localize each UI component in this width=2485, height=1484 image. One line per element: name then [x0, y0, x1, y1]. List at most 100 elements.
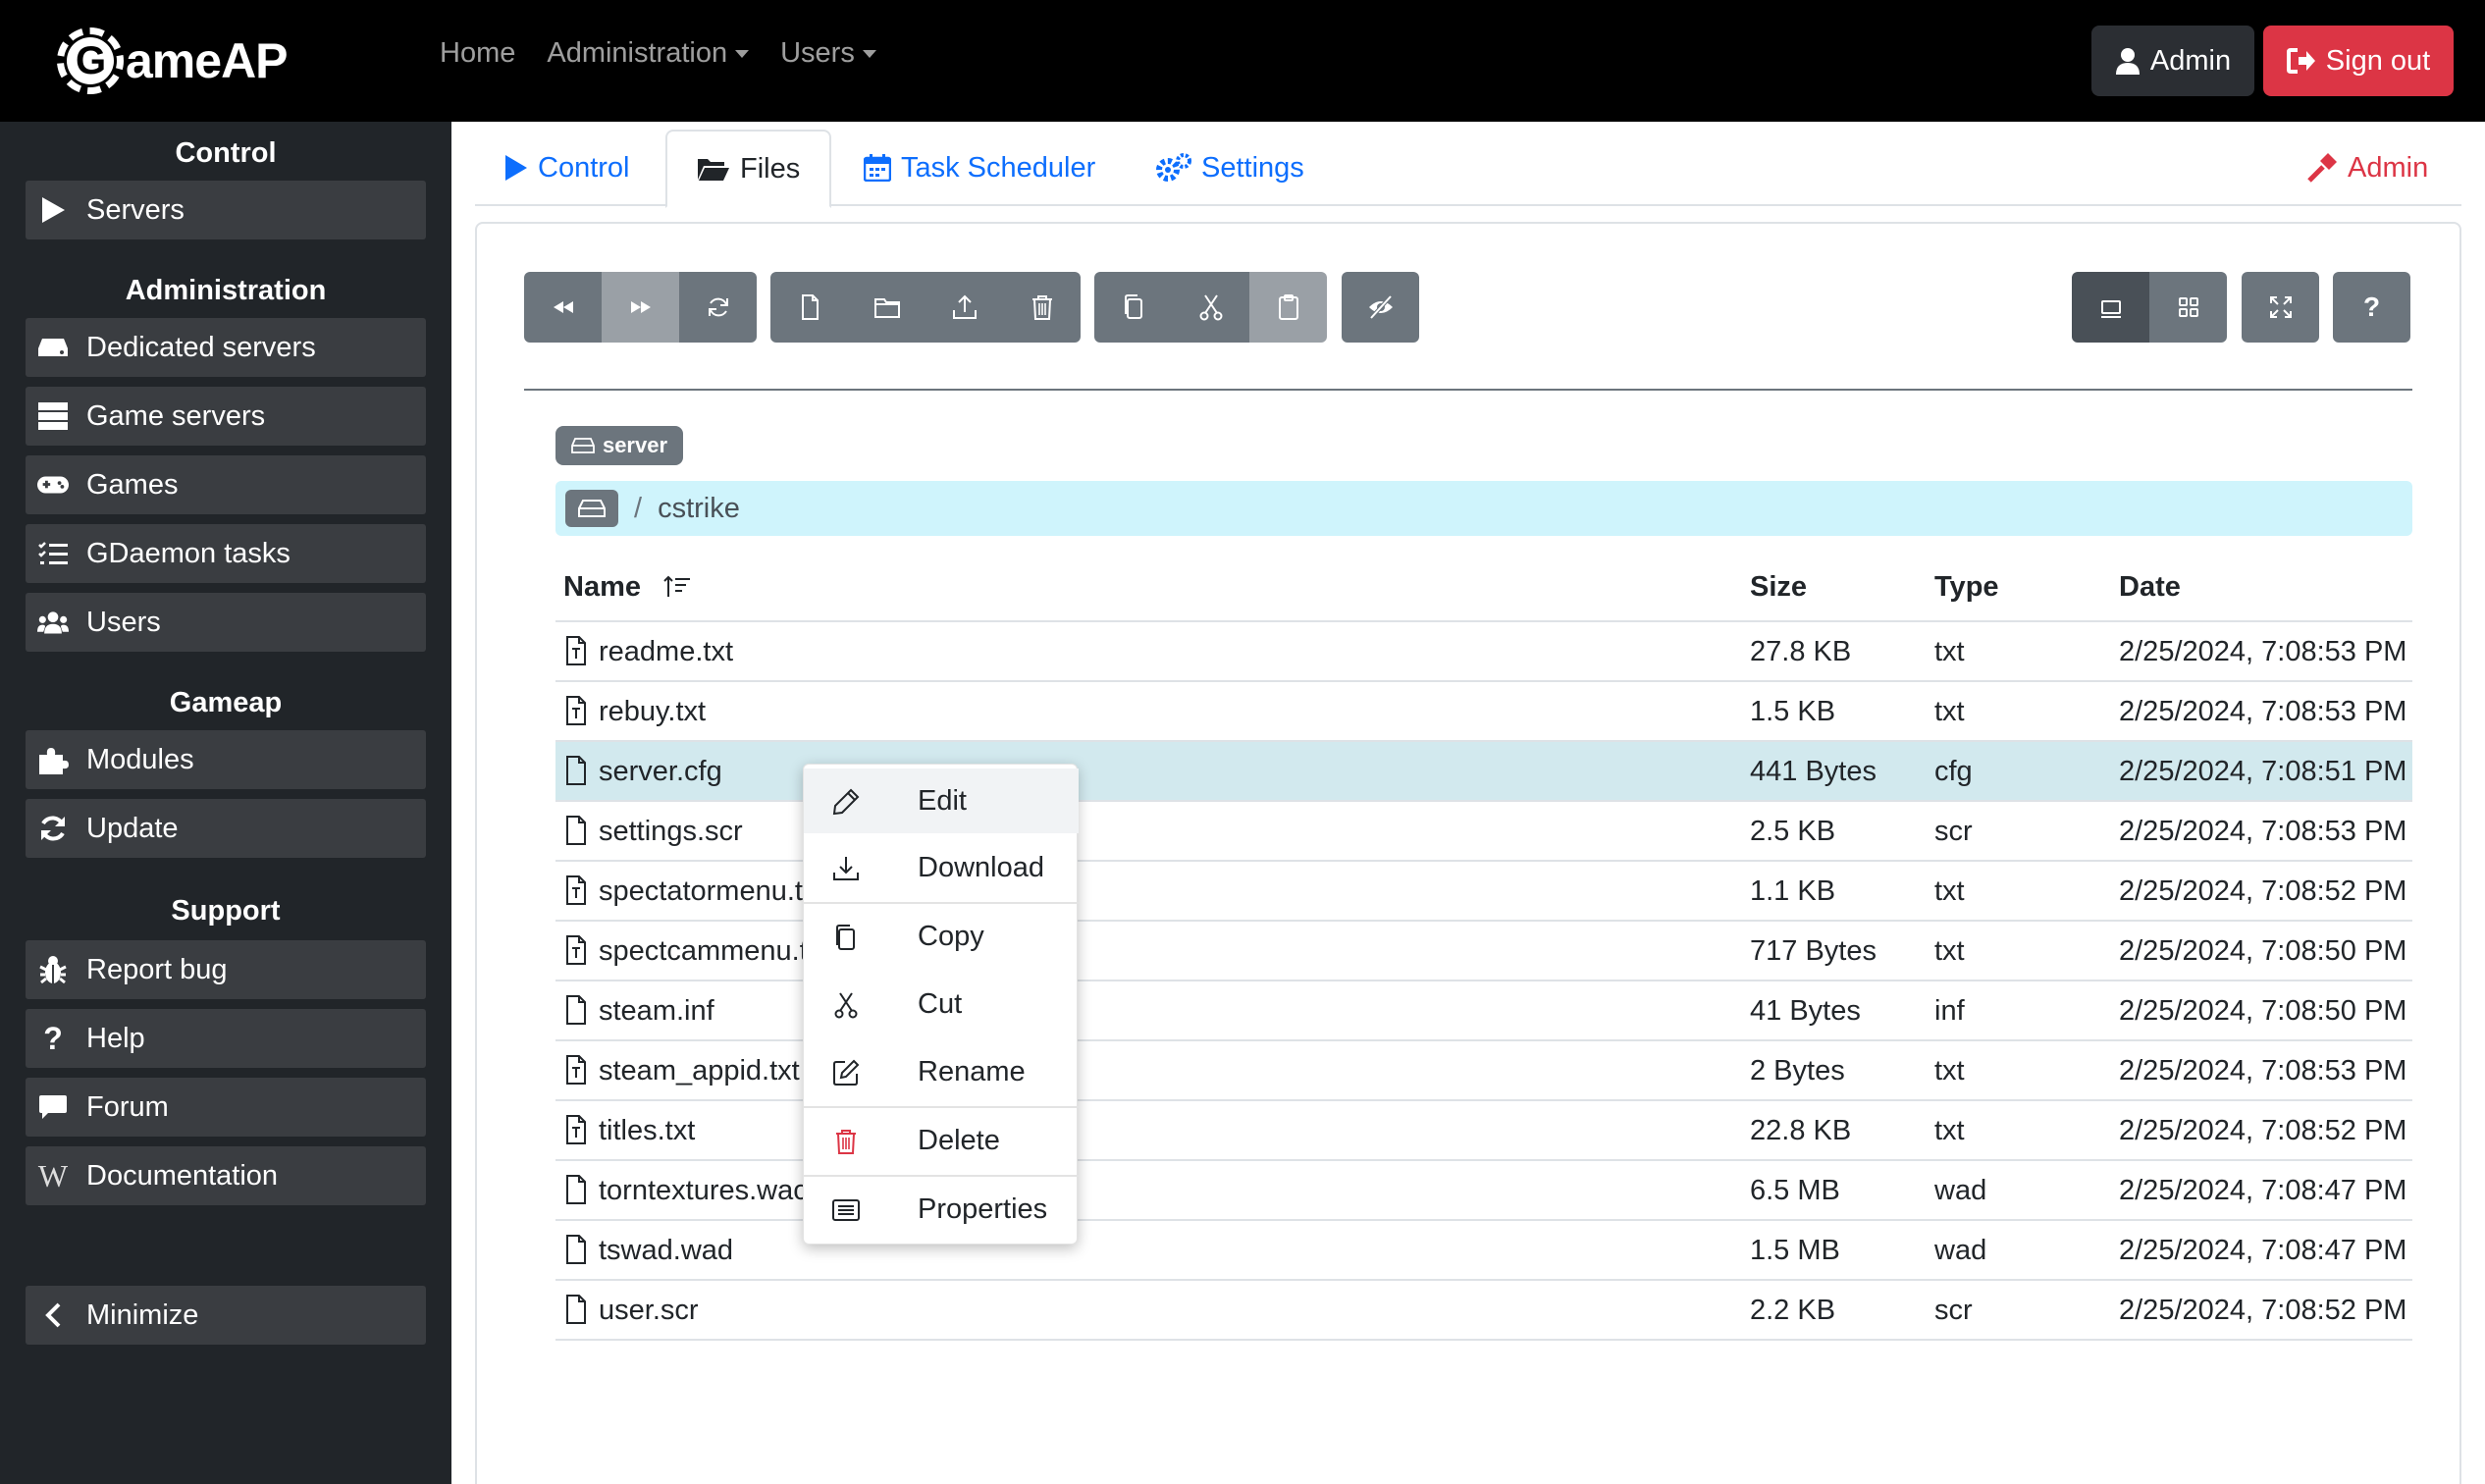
context-copy-label: Copy [918, 921, 984, 952]
context-cut[interactable]: Cut [804, 972, 1079, 1036]
tab-admin[interactable]: Admin [2306, 130, 2428, 206]
file-name[interactable]: user.scr [599, 1295, 699, 1326]
context-download[interactable]: Download [804, 835, 1079, 900]
table-row[interactable]: steam_appid.txt 2 Bytes txt 2/25/2024, 7:08… [555, 1041, 2412, 1101]
file-name[interactable]: tswad.wad [599, 1235, 734, 1266]
context-copy[interactable]: Copy [804, 904, 1079, 969]
sidebar-item-update[interactable]: Update [26, 799, 426, 858]
copy-button[interactable] [1094, 272, 1172, 343]
file-size: 2.5 KB [1750, 816, 1836, 847]
sidebar-item-servers[interactable]: Servers [26, 181, 426, 239]
file-table-header: Name Size Type Date [555, 550, 2412, 622]
upload-button[interactable] [925, 272, 1003, 343]
sidebar-item-label: Game servers [86, 399, 266, 432]
toggle-hidden-files-button[interactable] [1342, 272, 1419, 343]
context-rename[interactable]: Rename [804, 1039, 1079, 1104]
sort-ascending-icon[interactable] [663, 575, 691, 599]
back-button[interactable] [524, 272, 602, 343]
refresh-button[interactable] [679, 272, 757, 343]
disk-selector-badge[interactable]: server [555, 426, 683, 465]
sidebar-item-documentation[interactable]: W Documentation [26, 1146, 426, 1205]
sidebar-item-help[interactable]: ? Help [26, 1009, 426, 1068]
paste-button[interactable] [1249, 272, 1327, 343]
grid-icon [2178, 297, 2198, 317]
sidebar-item-modules[interactable]: Modules [26, 730, 426, 789]
sync-icon [37, 813, 69, 844]
column-type-header[interactable]: Type [1934, 571, 1999, 603]
eye-slash-icon [1368, 294, 1393, 320]
scissors-icon [834, 992, 858, 1019]
table-row[interactable]: user.scr 2.2 KB scr 2/25/2024, 7:08:52 PM [555, 1281, 2412, 1341]
table-row[interactable]: steam.inf 41 Bytes inf 2/25/2024, 7:08:50 P… [555, 981, 2412, 1041]
file-name[interactable]: server.cfg [599, 756, 722, 787]
fullscreen-button[interactable] [2242, 272, 2319, 343]
tab-settings[interactable]: Settings [1156, 130, 1304, 206]
file-type: txt [1934, 1115, 1965, 1146]
breadcrumb: / cstrike [555, 481, 2412, 536]
file-name[interactable]: spectcammenu.t [599, 935, 808, 967]
forward-button[interactable] [602, 272, 679, 343]
sidebar-item-report-bug[interactable]: Report bug [26, 940, 426, 999]
skip-forward-icon [630, 301, 651, 313]
help-button[interactable]: ? [2333, 272, 2410, 343]
file-name[interactable]: rebuy.txt [599, 696, 707, 727]
sidebar-minimize-button[interactable]: Minimize [26, 1286, 426, 1345]
file-name[interactable]: titles.txt [599, 1115, 696, 1146]
nav-users-dropdown[interactable]: Users [780, 37, 876, 70]
sidebar-item-games[interactable]: Games [26, 455, 426, 514]
column-name-header[interactable]: Name [563, 571, 641, 603]
new-folder-button[interactable] [848, 272, 925, 343]
column-date-header[interactable]: Date [2119, 571, 2181, 603]
table-row[interactable]: tswad.wad 1.5 MB wad 2/25/2024, 7:08:47 PM [555, 1221, 2412, 1281]
tab-task-scheduler[interactable]: Task Scheduler [864, 130, 1095, 206]
context-rename-label: Rename [918, 1056, 1026, 1087]
new-file-button[interactable] [770, 272, 848, 343]
sidebar-item-label: Dedicated servers [86, 331, 316, 363]
gameap-logo[interactable]: G ameAP [57, 26, 289, 96]
sidebar-item-game-servers[interactable]: Game servers [26, 387, 426, 446]
column-size-header[interactable]: Size [1750, 571, 1808, 603]
copy-icon [836, 925, 855, 950]
delete-button[interactable] [1003, 272, 1081, 343]
table-row[interactable]: rebuy.txt 1.5 KB txt 2/25/2024, 7:08:53 PM [555, 682, 2412, 742]
calendar-icon [864, 154, 891, 182]
toolbar-divider [524, 389, 2412, 391]
table-row[interactable]: settings.scr 2.5 KB scr 2/25/2024, 7:08:53 … [555, 802, 2412, 862]
sign-out-label: Sign out [2325, 44, 2431, 77]
file-name[interactable]: settings.scr [599, 816, 743, 847]
context-edit[interactable]: Edit [804, 768, 1079, 833]
tab-files[interactable]: Files [665, 130, 832, 208]
file-date: 2/25/2024, 7:08:52 PM [2119, 875, 2407, 907]
nav-administration-dropdown[interactable]: Administration [547, 37, 750, 70]
grid-view-button[interactable] [2149, 272, 2227, 343]
file-name[interactable]: readme.txt [599, 636, 733, 667]
file-name[interactable]: spectatormenu.t [599, 875, 803, 907]
file-name[interactable]: torntextures.wac [599, 1175, 808, 1206]
hdd-icon [37, 332, 69, 363]
file-name[interactable]: steam.inf [599, 995, 714, 1027]
nav-home[interactable]: Home [440, 37, 515, 70]
sign-out-button[interactable]: Sign out [2263, 26, 2454, 96]
sidebar-item-forum[interactable]: Forum [26, 1078, 426, 1137]
table-row[interactable]: spectcammenu.t 717 Bytes txt 2/25/2024, 7:0… [555, 922, 2412, 981]
gears-icon [1156, 153, 1191, 182]
sidebar-item-label: Report bug [86, 953, 228, 985]
sidebar-item-dedicated-servers[interactable]: Dedicated servers [26, 318, 426, 377]
breadcrumb-root-button[interactable] [565, 490, 618, 527]
breadcrumb-current-folder[interactable]: cstrike [658, 492, 740, 524]
context-divider [804, 902, 1079, 904]
context-properties[interactable]: Properties [804, 1177, 1079, 1242]
table-row[interactable]: titles.txt 22.8 KB txt 2/25/2024, 7:08:52 P… [555, 1101, 2412, 1161]
sidebar-item-gdaemon-tasks[interactable]: GDaemon tasks [26, 524, 426, 583]
table-row[interactable]: readme.txt 27.8 KB txt 2/25/2024, 7:08:53 P… [555, 622, 2412, 682]
tab-control[interactable]: Control [504, 130, 630, 206]
admin-profile-button[interactable]: Admin [2091, 26, 2254, 96]
file-name[interactable]: steam_appid.txt [599, 1055, 800, 1086]
sidebar-item-users[interactable]: Users [26, 593, 426, 652]
table-row[interactable]: torntextures.wac 6.5 MB wad 2/25/2024, 7:08… [555, 1161, 2412, 1221]
context-delete[interactable]: Delete [804, 1108, 1079, 1173]
table-view-button[interactable] [2072, 272, 2149, 343]
file-type: txt [1934, 1055, 1965, 1086]
table-row[interactable]: spectatormenu.t 1.1 KB txt 2/25/2024, 7:08:… [555, 862, 2412, 922]
cut-button[interactable] [1172, 272, 1249, 343]
